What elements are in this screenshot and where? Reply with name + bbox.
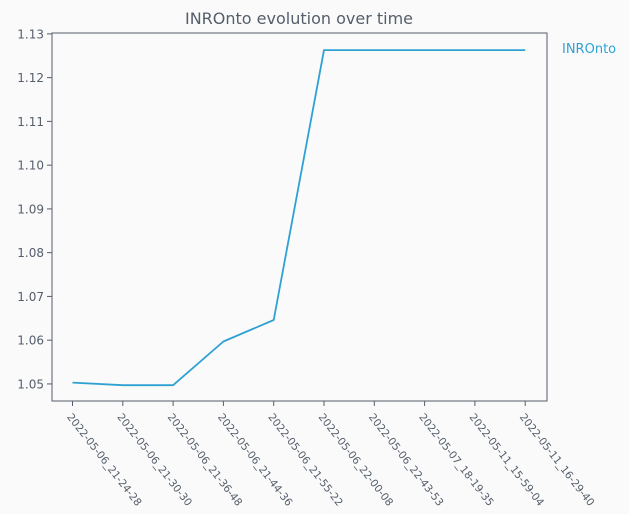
y-axis: 1.05 1.06 1.07 1.08 1.09 1.10 1.11 1.12 1.13 — [17, 27, 52, 391]
plot-area-frame — [51, 32, 548, 402]
legend-entry-inronto: INROnto — [562, 42, 616, 57]
y-tick-label: 1.08 — [17, 246, 44, 260]
y-tick-label: 1.09 — [17, 202, 44, 216]
y-tick-label: 1.13 — [17, 27, 44, 41]
y-tick-label: 1.07 — [17, 290, 44, 304]
series-line-inronto — [72, 49, 526, 387]
series-layer — [72, 49, 526, 387]
y-tick-label: 1.12 — [17, 71, 44, 85]
y-tick-label: 1.06 — [17, 334, 44, 348]
chart-title: INROnto evolution over time — [185, 9, 413, 28]
y-tick-label: 1.05 — [17, 377, 44, 391]
y-tick-label: 1.11 — [17, 115, 44, 129]
y-tick-label: 1.10 — [17, 159, 44, 173]
